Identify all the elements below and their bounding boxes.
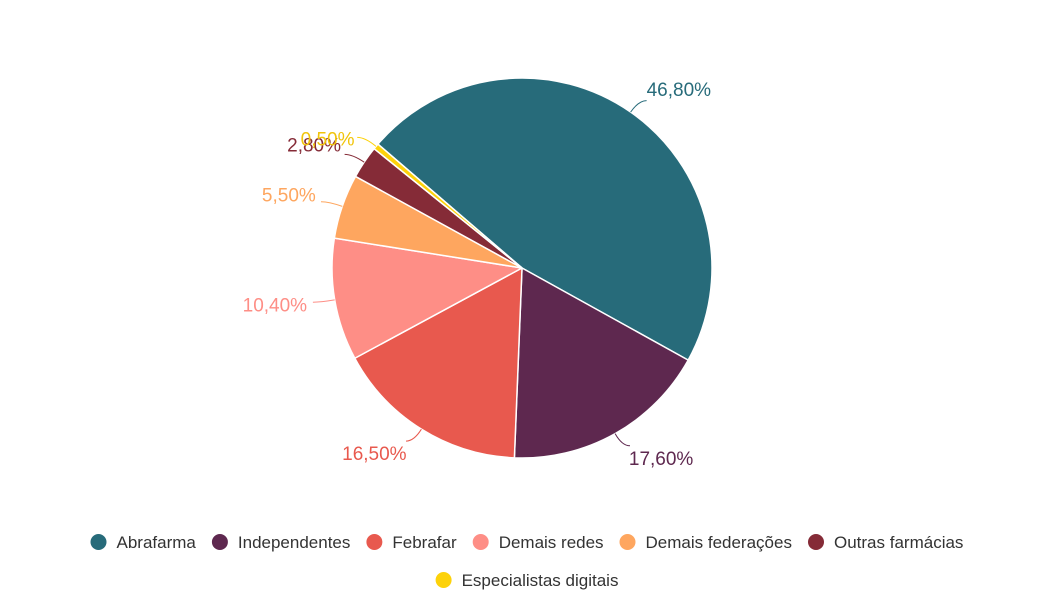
leader-line: [405, 428, 422, 442]
legend-label: Especialistas digitais: [462, 571, 619, 590]
leader-line: [320, 201, 343, 207]
legend-item-demais-federações: Demais federações: [619, 533, 792, 552]
legend-item-abrafarma: Abrafarma: [90, 533, 197, 552]
legend-swatch: [211, 534, 228, 550]
legend: Abrafarma Independentes Febrafar Demais red…: [90, 533, 963, 590]
leader-lines: [312, 100, 647, 447]
pie-slice-especialistas-digitais: [373, 143, 523, 269]
legend-item-independentes: Independentes: [211, 533, 351, 552]
legend-label: Independentes: [238, 533, 351, 552]
legend-swatch: [619, 534, 636, 550]
pie-slice-demais-redes: [331, 237, 523, 360]
legend-swatch: [472, 534, 489, 550]
pie-slice-febrafar: [354, 267, 523, 459]
data-label: 0,50%: [301, 130, 355, 151]
legend-label: Demais redes: [499, 533, 604, 552]
data-label: 10,40%: [243, 296, 308, 317]
legend-swatch: [90, 534, 107, 550]
leader-line: [344, 153, 365, 163]
pie-slice-independentes: [513, 267, 689, 459]
legend-swatch: [366, 534, 383, 550]
data-label: 17,60%: [629, 449, 694, 470]
legend-label: Abrafarma: [117, 533, 197, 552]
legend-label: Demais federações: [646, 533, 792, 552]
legend-item-demais-redes: Demais redes: [472, 533, 604, 552]
legend-item-outras-farmácias: Outras farmácias: [808, 533, 963, 552]
data-labels: 46,80% 17,60% 16,50% 10,40% 5,50% 2,80%0,50%: [243, 80, 711, 470]
leader-line: [630, 100, 647, 113]
data-label: 5,50%: [262, 185, 316, 206]
legend-item-especialistas-digitais: Especialistas digitais: [435, 571, 619, 590]
leader-line: [614, 433, 631, 447]
legend-label: Febrafar: [392, 533, 457, 552]
legend-swatch: [808, 534, 824, 550]
legend-swatch: [435, 572, 452, 588]
leader-line: [312, 299, 335, 303]
legend-item-febrafar: Febrafar: [366, 533, 457, 552]
data-label: 16,50%: [342, 444, 407, 465]
pie-slices: [331, 77, 713, 459]
data-label: 2,80%: [287, 136, 341, 157]
data-label: 46,80%: [647, 80, 712, 101]
legend-label: Outras farmácias: [834, 533, 963, 552]
leader-line: [357, 136, 377, 147]
pie-slice-abrafarma: [377, 77, 713, 361]
